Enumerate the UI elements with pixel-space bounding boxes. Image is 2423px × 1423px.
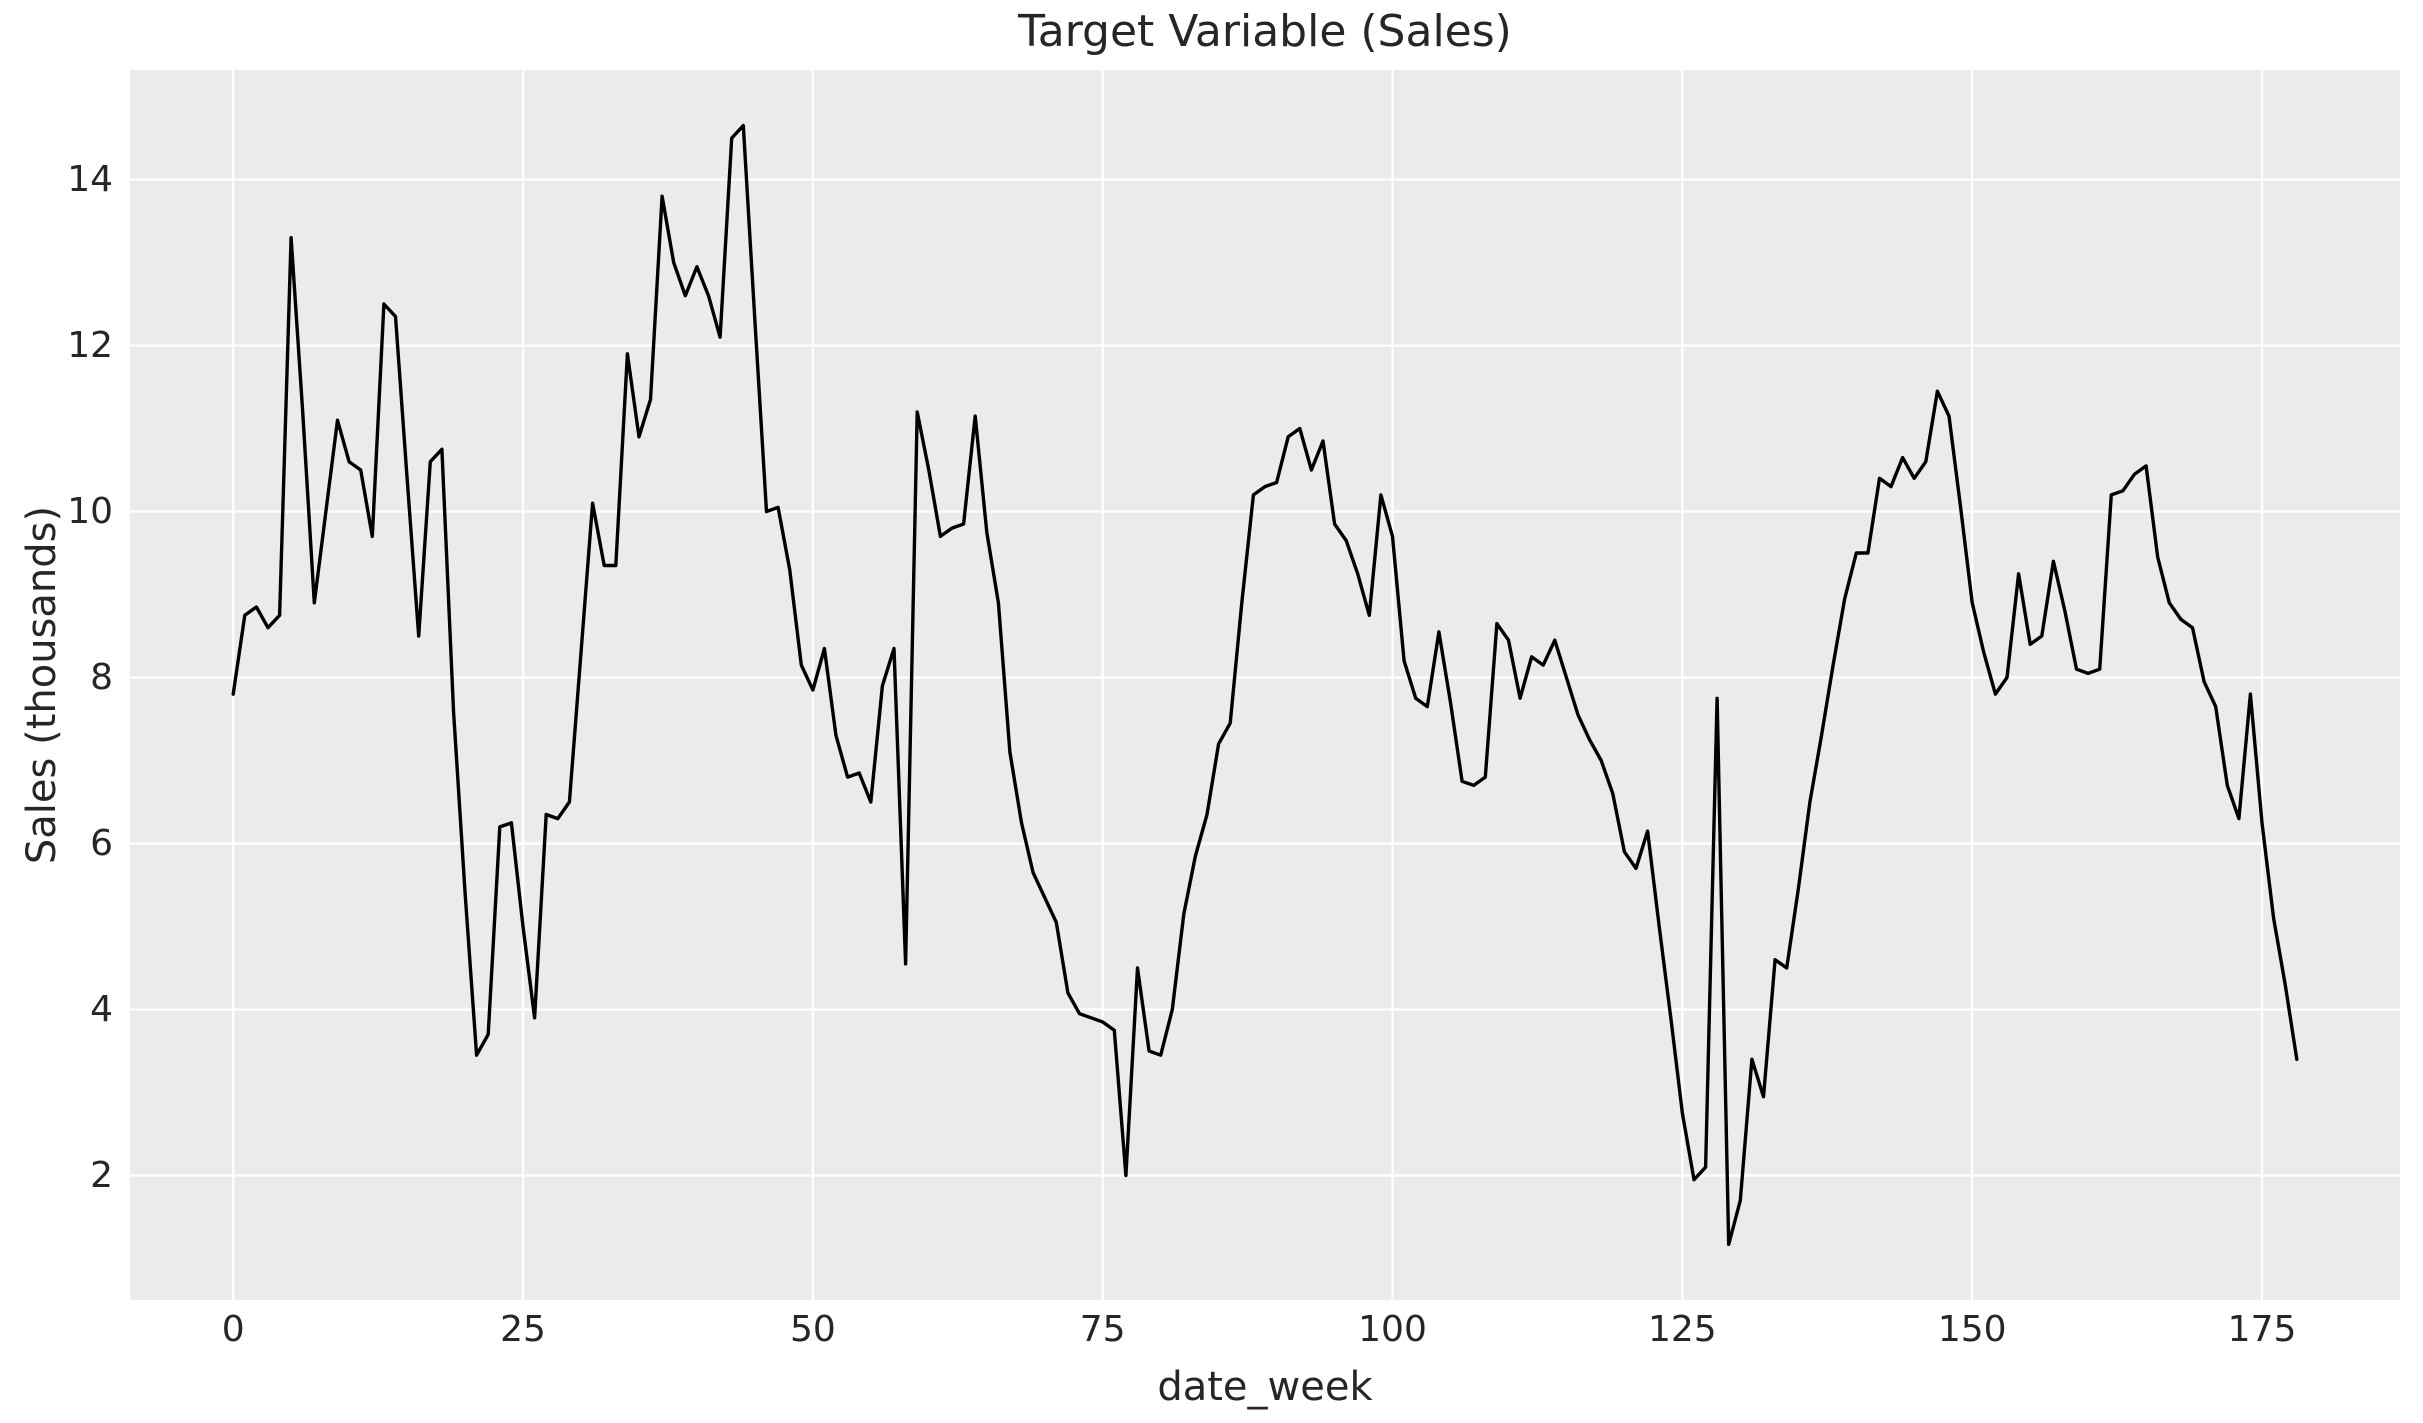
y-tick-label-12: 12: [67, 324, 113, 366]
x-tick-label-0: 0: [221, 1309, 245, 1350]
x-axis-label: date_week: [1157, 1364, 1373, 1410]
y-tick-label-10: 10: [67, 490, 113, 532]
x-tick-label-125: 125: [1648, 1309, 1717, 1350]
plot-area-background: [130, 70, 2400, 1300]
y-tick-label-8: 8: [90, 656, 113, 698]
x-tick-label-25: 25: [500, 1309, 546, 1350]
y-tick-label-14: 14: [67, 158, 113, 200]
x-tick-label-50: 50: [789, 1309, 836, 1350]
y-tick-label-4: 4: [90, 988, 113, 1030]
x-tick-label-100: 100: [1358, 1309, 1427, 1350]
x-tick-label-75: 75: [1079, 1309, 1126, 1350]
x-tick-label-175: 175: [2227, 1309, 2297, 1350]
sales-line: [231, 123, 2299, 1247]
chart-title: Target Variable (Sales): [1018, 6, 1512, 57]
y-tick-label-2: 2: [90, 1154, 113, 1196]
x-tick-label-150: 150: [1937, 1309, 2007, 1350]
y-axis-label: Sales (thousands): [19, 505, 65, 865]
y-tick-label-6: 6: [90, 822, 113, 864]
